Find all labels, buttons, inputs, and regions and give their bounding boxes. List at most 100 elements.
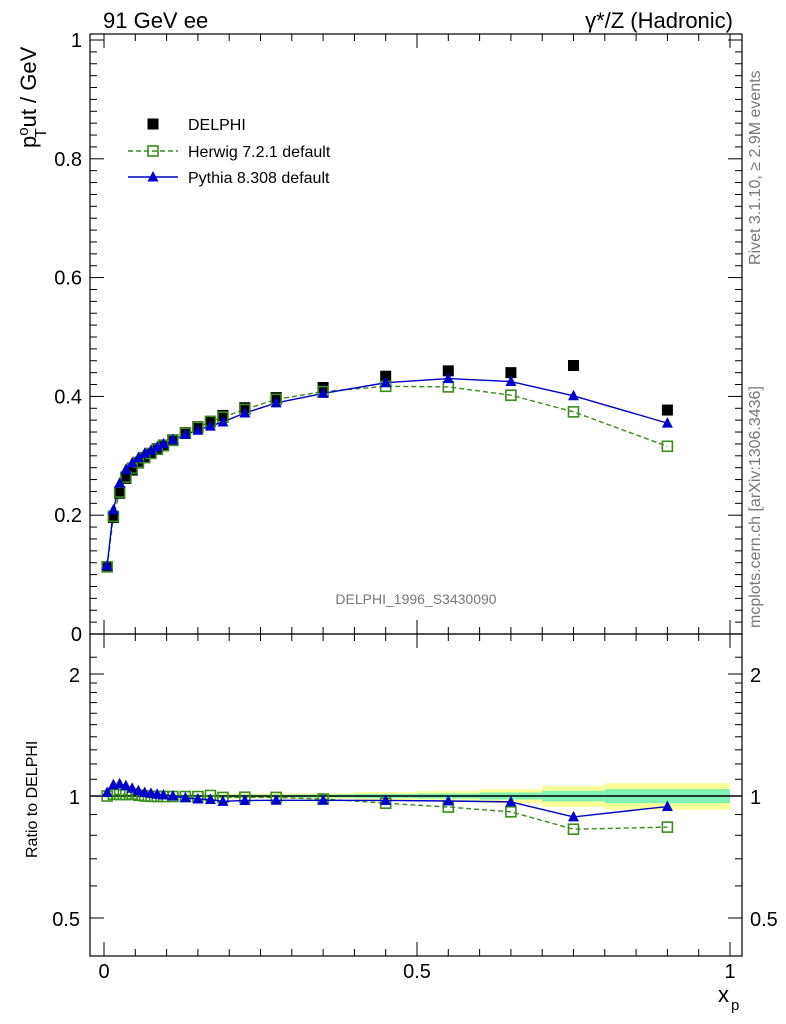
ratio-y-tick-label: 1 bbox=[69, 787, 80, 809]
ratio-point-1 bbox=[270, 794, 282, 805]
ratio-y-tick-label: 0.5 bbox=[52, 909, 80, 931]
main-y-axis-title: pout / GeV bbox=[15, 46, 41, 148]
y-tick-label: 0.6 bbox=[54, 268, 82, 290]
data-point-0 bbox=[114, 487, 126, 499]
data-point-0 bbox=[442, 365, 454, 377]
ratio-point-1 bbox=[217, 795, 229, 806]
header-left: 91 GeV ee bbox=[103, 8, 208, 33]
mcplots-label: mcplots.cern.ch [arXiv:1306.3436] bbox=[747, 386, 764, 628]
data-point-0 bbox=[107, 512, 119, 524]
ratio-panel-axes: 0 0.5 1 0.5 0.5 1 1 2 2 bbox=[52, 633, 778, 983]
ratio-point-1 bbox=[442, 794, 454, 806]
ratio-panel-series bbox=[101, 777, 674, 836]
data-point-2 bbox=[239, 407, 251, 418]
data-point-2 bbox=[139, 447, 151, 458]
ratio-point-1 bbox=[114, 777, 126, 789]
y-tick-label: 0.4 bbox=[54, 386, 82, 408]
ratio-point-0 bbox=[505, 806, 517, 818]
data-point-2 bbox=[505, 375, 517, 387]
ratio-point-1 bbox=[179, 791, 191, 803]
legend-marker-1 bbox=[147, 145, 159, 157]
data-point-1 bbox=[661, 440, 674, 453]
ratio-point-1 bbox=[126, 782, 138, 793]
rivet-label: Rivet 3.1.10, ≥ 2.9M events bbox=[747, 70, 764, 265]
data-point-2 bbox=[157, 437, 169, 449]
y-title-part-ut: ut / GeV bbox=[16, 46, 41, 127]
ratio-point-0 bbox=[661, 821, 674, 833]
series-line-2 bbox=[106, 377, 668, 566]
data-point-0 bbox=[126, 464, 138, 476]
data-point-2 bbox=[126, 456, 138, 468]
ratio-point-1 bbox=[204, 793, 216, 805]
data-point-2 bbox=[317, 387, 329, 398]
y-tick-label: 0.8 bbox=[54, 149, 82, 171]
data-point-1 bbox=[567, 406, 580, 418]
data-point-2 bbox=[179, 428, 191, 439]
ratio-point-1 bbox=[380, 794, 392, 805]
data-point-2 bbox=[120, 463, 132, 474]
ratio-point-0 bbox=[567, 823, 580, 836]
series-line-1 bbox=[106, 385, 668, 567]
data-point-2 bbox=[380, 376, 392, 388]
data-point-0 bbox=[380, 370, 392, 382]
ratio-y-tick-label-right: 1 bbox=[750, 787, 761, 809]
ratio-point-1 bbox=[192, 793, 204, 804]
y-title-part-p: p bbox=[16, 136, 41, 148]
ratio-point-1 bbox=[317, 794, 329, 805]
legend-marker-0 bbox=[147, 118, 159, 130]
legend-marker-2 bbox=[147, 171, 159, 182]
data-point-2 bbox=[568, 389, 579, 401]
ratio-point-1 bbox=[101, 786, 113, 798]
ratio-point-1 bbox=[132, 784, 144, 796]
data-point-2 bbox=[151, 440, 163, 452]
y-title-part-sup: o bbox=[15, 127, 32, 135]
y-tick-label: 0.2 bbox=[54, 505, 82, 527]
data-point-0 bbox=[132, 457, 144, 469]
data-point-2 bbox=[114, 477, 126, 488]
watermark-label: DELPHI_1996_S3430090 bbox=[335, 591, 496, 607]
ratio-point-1 bbox=[505, 795, 517, 807]
ratio-point-1 bbox=[157, 788, 169, 800]
x-tick-label: 1 bbox=[724, 961, 735, 983]
data-point-0 bbox=[217, 409, 229, 421]
ratio-point-0 bbox=[113, 788, 126, 801]
ratio-line-0 bbox=[106, 793, 668, 830]
ratio-point-1 bbox=[661, 800, 673, 812]
data-point-2 bbox=[167, 433, 179, 445]
ratio-y-axis-title: Ratio to DELPHI bbox=[24, 741, 41, 858]
data-point-2 bbox=[107, 503, 119, 515]
x-tick-label: 0.5 bbox=[403, 961, 431, 983]
legend-label-0: DELPHI bbox=[188, 117, 246, 134]
data-point-0 bbox=[505, 367, 517, 379]
data-point-2 bbox=[101, 559, 113, 571]
x-axis-title: x bbox=[718, 982, 729, 1007]
y-tick-label: 1 bbox=[71, 30, 82, 52]
x-axis-title-sub: p bbox=[731, 997, 739, 1014]
ratio-panel-frame bbox=[89, 633, 743, 957]
data-point-2 bbox=[192, 424, 204, 435]
legend-label-1: Herwig 7.2.1 default bbox=[188, 144, 331, 161]
data-point-0 bbox=[568, 360, 579, 372]
ratio-point-1 bbox=[568, 810, 579, 822]
ratio-y-tick-label: 2 bbox=[69, 665, 80, 687]
y-title-sub: T bbox=[33, 128, 50, 138]
x-tick-label: 0 bbox=[98, 961, 109, 983]
data-point-2 bbox=[661, 417, 673, 428]
ratio-y-tick-label-right: 0.5 bbox=[750, 909, 778, 931]
header-right: γ*/Z (Hadronic) bbox=[585, 8, 733, 33]
data-point-2 bbox=[442, 372, 454, 384]
data-point-2 bbox=[204, 420, 216, 431]
y-tick-label: 0 bbox=[71, 624, 82, 646]
ratio-point-1 bbox=[120, 779, 132, 791]
data-point-1 bbox=[505, 389, 517, 402]
main-panel-series bbox=[101, 360, 674, 573]
legend: DELPHI Herwig 7.2.1 default Pythia 8.308 d… bbox=[128, 117, 331, 187]
ratio-point-1 bbox=[239, 794, 251, 805]
ratio-point-1 bbox=[167, 790, 179, 801]
data-point-0 bbox=[120, 472, 132, 484]
data-point-2 bbox=[145, 444, 157, 455]
data-point-2 bbox=[217, 415, 229, 427]
data-point-2 bbox=[132, 451, 144, 463]
data-point-2 bbox=[270, 396, 282, 408]
